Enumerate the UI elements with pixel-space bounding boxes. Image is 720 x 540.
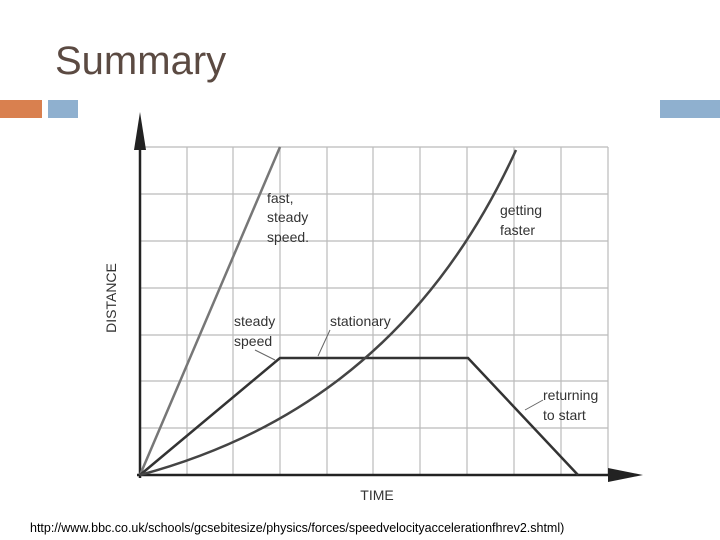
y-axis-label: DISTANCE: [103, 263, 119, 333]
annotation: stationary: [330, 313, 391, 329]
graph-lines: [138, 146, 579, 477]
annotation: returning: [543, 387, 598, 403]
annotation: steady: [267, 209, 308, 225]
axes: [134, 112, 643, 482]
annotation: fast,: [267, 190, 293, 206]
accent-bar: [0, 100, 42, 118]
source-url: http://www.bbc.co.uk/schools/gcsebitesiz…: [30, 521, 564, 535]
grid: [140, 146, 609, 475]
annotation: getting: [500, 202, 542, 218]
accent-bar: [48, 100, 78, 118]
annotation: steady: [234, 313, 275, 329]
annotation: faster: [500, 222, 535, 238]
pointer-lines: [254, 329, 544, 411]
annotation: speed: [234, 333, 272, 349]
annotation: speed.: [267, 229, 309, 245]
annotation: to start: [543, 407, 586, 423]
x-axis-label: TIME: [360, 487, 393, 503]
accent-bar: [660, 100, 720, 118]
slide-title: Summary: [55, 39, 226, 83]
